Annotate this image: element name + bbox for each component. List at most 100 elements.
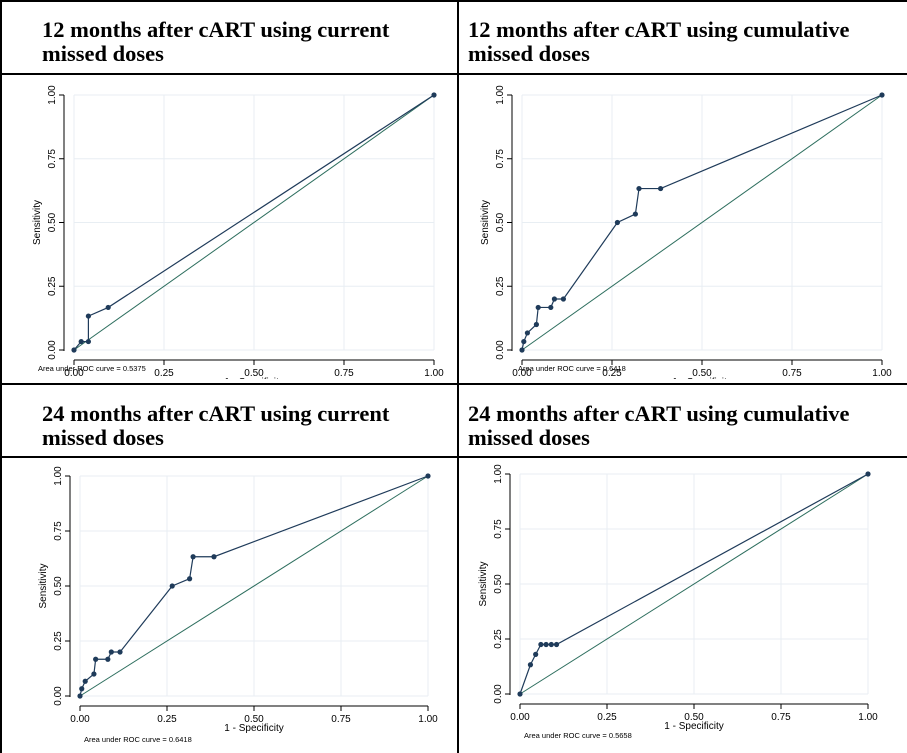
x-tick-label: 0.00 [510,712,530,723]
x-axis-title: 1 - Specificity [224,723,283,734]
x-tick-label: 0.25 [154,368,174,379]
panel-1-header: 12 months after cART using current misse… [42,18,390,66]
x-tick-label: 0.25 [597,712,617,723]
roc-point [169,583,175,589]
roc-point [105,656,111,662]
roc-point [538,641,544,648]
auc-label: Area under ROC curve = 0.5375 [38,364,146,373]
table-rule-header2 [0,456,907,458]
y-tick-label: 0.25 [495,276,506,296]
y-axis-title: Sensitivity [480,200,491,245]
table-rule-left [0,0,2,753]
reference-line [521,94,883,351]
x-tick-label: 0.00 [512,368,532,379]
x-tick-label: 0.75 [771,712,791,723]
panel-3-header: 24 months after cART using current misse… [42,402,390,450]
roc-point [658,185,664,192]
roc-point [548,641,554,648]
x-tick-label: 0.25 [602,368,622,379]
panel-4-header: 24 months after cART using cumulative mi… [468,402,850,450]
roc-point [187,576,193,582]
auc-label: Area under ROC curve = 0.6418 [518,364,626,373]
roc-chart-24m-current: 0.00 0.00 0.25 0.25 0.50 0.50 0.75 0.75 1.00 1.00… [38,466,438,744]
roc-point [71,347,77,353]
y-tick-label: 1.00 [495,85,506,105]
y-tick-label: 0.25 [47,276,58,296]
x-tick-label: 1.00 [418,714,438,725]
roc-point [527,662,534,668]
y-tick-label: 0.50 [47,212,58,232]
roc-point [211,554,217,560]
y-tick-label: 0.00 [495,340,506,360]
panel-2-header: 12 months after cART using cumulative mi… [468,18,850,66]
y-axis-title: Sensitivity [478,561,489,606]
roc-point [425,473,431,479]
y-axis-title: Sensitivity [38,563,49,608]
x-tick-label: 1.00 [858,712,878,723]
roc-point [553,641,560,648]
roc-point [543,641,549,648]
roc-point [865,471,871,477]
roc-point [85,338,91,345]
table-rule-center [457,0,459,753]
roc-point [85,313,91,319]
roc-point [108,649,114,655]
roc-point [91,671,97,677]
roc-point [533,651,539,657]
x-tick-label: 1.00 [424,368,444,379]
x-tick-label: 0.50 [244,714,264,725]
x-axis-title: 1 - Specificity [672,377,731,379]
roc-chart-12m-current: 0.00 0.00 0.25 0.25 0.50 0.50 0.75 0.75 1.00 1.00… [32,85,444,379]
roc-point [879,92,885,98]
x-tick-label: 0.75 [782,368,802,379]
y-axis-title: Sensitivity [32,200,43,245]
roc-point [82,678,88,684]
roc-point [78,338,84,345]
roc-point [533,321,539,328]
x-tick-label: 0.75 [331,714,351,725]
table-rule-top [0,0,907,2]
reference-line [73,94,435,351]
x-tick-label: 0.25 [157,714,177,725]
x-tick-label: 0.75 [334,368,354,379]
roc-point [77,693,83,699]
roc-chart-12m-cumulative: 0.00 0.00 0.25 0.25 0.50 0.50 0.75 0.75 1.00 1.00… [480,85,892,379]
y-tick-label: 0.00 [493,684,504,704]
y-tick-label: 0.25 [53,631,64,651]
x-tick-label: 0.00 [64,368,84,379]
roc-point [117,649,123,655]
auc-label: Area under ROC curve = 0.6418 [84,735,192,744]
x-axis-title: 1 - Specificity [664,721,723,732]
roc-point [560,296,566,302]
roc-point [517,691,523,697]
roc-point [524,330,530,336]
table-rule-header1 [0,73,907,75]
y-tick-label: 1.00 [53,466,64,486]
y-tick-label: 0.50 [53,576,64,596]
y-tick-label: 1.00 [493,464,504,484]
y-tick-label: 0.50 [493,574,504,594]
y-tick-label: 0.00 [47,340,58,360]
roc-point [521,338,527,345]
y-tick-label: 0.00 [53,686,64,706]
roc-point [632,211,638,217]
roc-point [614,219,620,226]
x-tick-label: 0.50 [244,368,264,379]
x-tick-label: 0.50 [692,368,712,379]
y-tick-label: 0.75 [495,149,506,169]
roc-point [551,296,557,302]
y-tick-label: 0.50 [495,212,506,232]
roc-point [548,304,554,311]
roc-chart-24m-cumulative: 0.00 0.00 0.25 0.25 0.50 0.50 0.75 0.75 1.00 1.00… [478,464,878,740]
y-tick-label: 0.75 [47,149,58,169]
x-tick-label: 1.00 [872,368,892,379]
auc-label: Area under ROC curve = 0.5658 [524,731,632,740]
table-rule-middle [0,383,907,385]
y-tick-label: 0.75 [53,521,64,541]
y-tick-label: 1.00 [47,85,58,105]
roc-point [93,656,99,662]
reference-line [79,475,429,697]
roc-point [431,92,437,98]
x-axis-title: 1 - Specificity [224,377,283,379]
roc-point [519,347,525,353]
